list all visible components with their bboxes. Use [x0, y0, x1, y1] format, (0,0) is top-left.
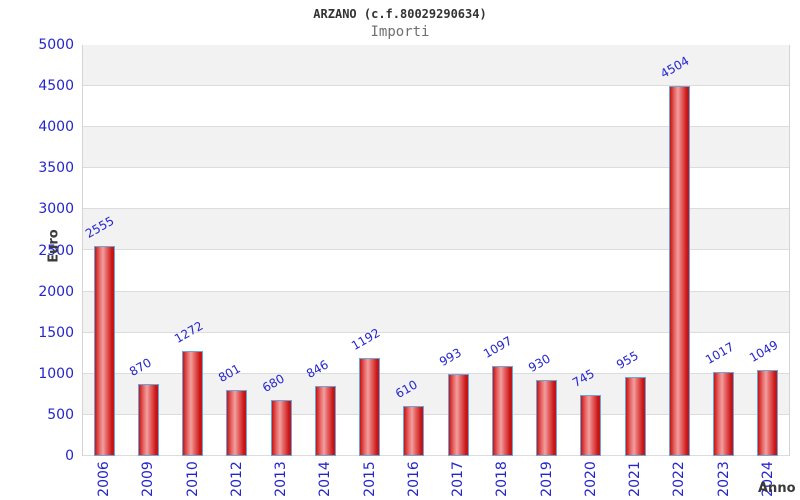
grid-band — [83, 45, 789, 87]
bar — [403, 405, 425, 456]
bar — [137, 384, 159, 456]
bar — [226, 390, 248, 456]
bar — [624, 377, 646, 456]
bar — [447, 374, 469, 456]
bar — [491, 365, 513, 456]
bar — [668, 85, 690, 456]
y-axis-title: Euro — [46, 229, 62, 263]
bar — [93, 245, 115, 456]
x-tick-label: 2012 — [228, 461, 245, 497]
x-tick-label: 2014 — [317, 461, 334, 497]
x-tick-label: 2015 — [361, 461, 378, 497]
bar — [536, 379, 558, 456]
x-tick-label: 2016 — [405, 461, 422, 497]
y-tick-label: 4000 — [38, 119, 74, 136]
bar — [580, 394, 602, 456]
plot-area: 2555 870 1272 801 680 846 1192 610 993 1097 930 745… — [82, 45, 790, 456]
x-tick-label: 2010 — [184, 461, 201, 497]
y-tick-label: 500 — [47, 406, 74, 423]
bar — [757, 369, 779, 456]
y-tick-label: 3500 — [38, 160, 74, 177]
x-tick-label: 2017 — [450, 461, 467, 497]
x-tick-label: 2013 — [273, 461, 290, 497]
y-tick-label: 1000 — [38, 365, 74, 382]
y-tick-label: 0 — [65, 448, 74, 464]
y-tick-label: 2500 — [38, 242, 74, 259]
y-tick-label: 3000 — [38, 201, 74, 218]
x-tick-label: 2022 — [671, 461, 688, 497]
bar — [182, 351, 204, 456]
x-tick-label: 2023 — [715, 461, 732, 497]
y-tick-label: 4500 — [38, 78, 74, 95]
y-tick-label: 2000 — [38, 283, 74, 300]
bar — [314, 386, 336, 456]
bar — [713, 372, 735, 456]
x-tick-label: 2006 — [96, 461, 113, 497]
bar — [359, 358, 381, 456]
x-tick-label: 2009 — [140, 461, 157, 497]
x-tick-label: 2021 — [627, 461, 644, 497]
chart-subtitle: Importi — [370, 24, 430, 40]
y-tick-label: 1500 — [38, 324, 74, 341]
x-tick-label: 2018 — [494, 461, 511, 497]
x-axis-title: Anno — [758, 481, 796, 496]
chart-title: ARZANO (c.f.80029290634) — [313, 7, 487, 21]
x-tick-label: 2019 — [538, 461, 555, 497]
bar — [270, 400, 292, 456]
y-tick-label: 5000 — [38, 37, 74, 53]
x-tick-label: 2020 — [582, 461, 599, 497]
